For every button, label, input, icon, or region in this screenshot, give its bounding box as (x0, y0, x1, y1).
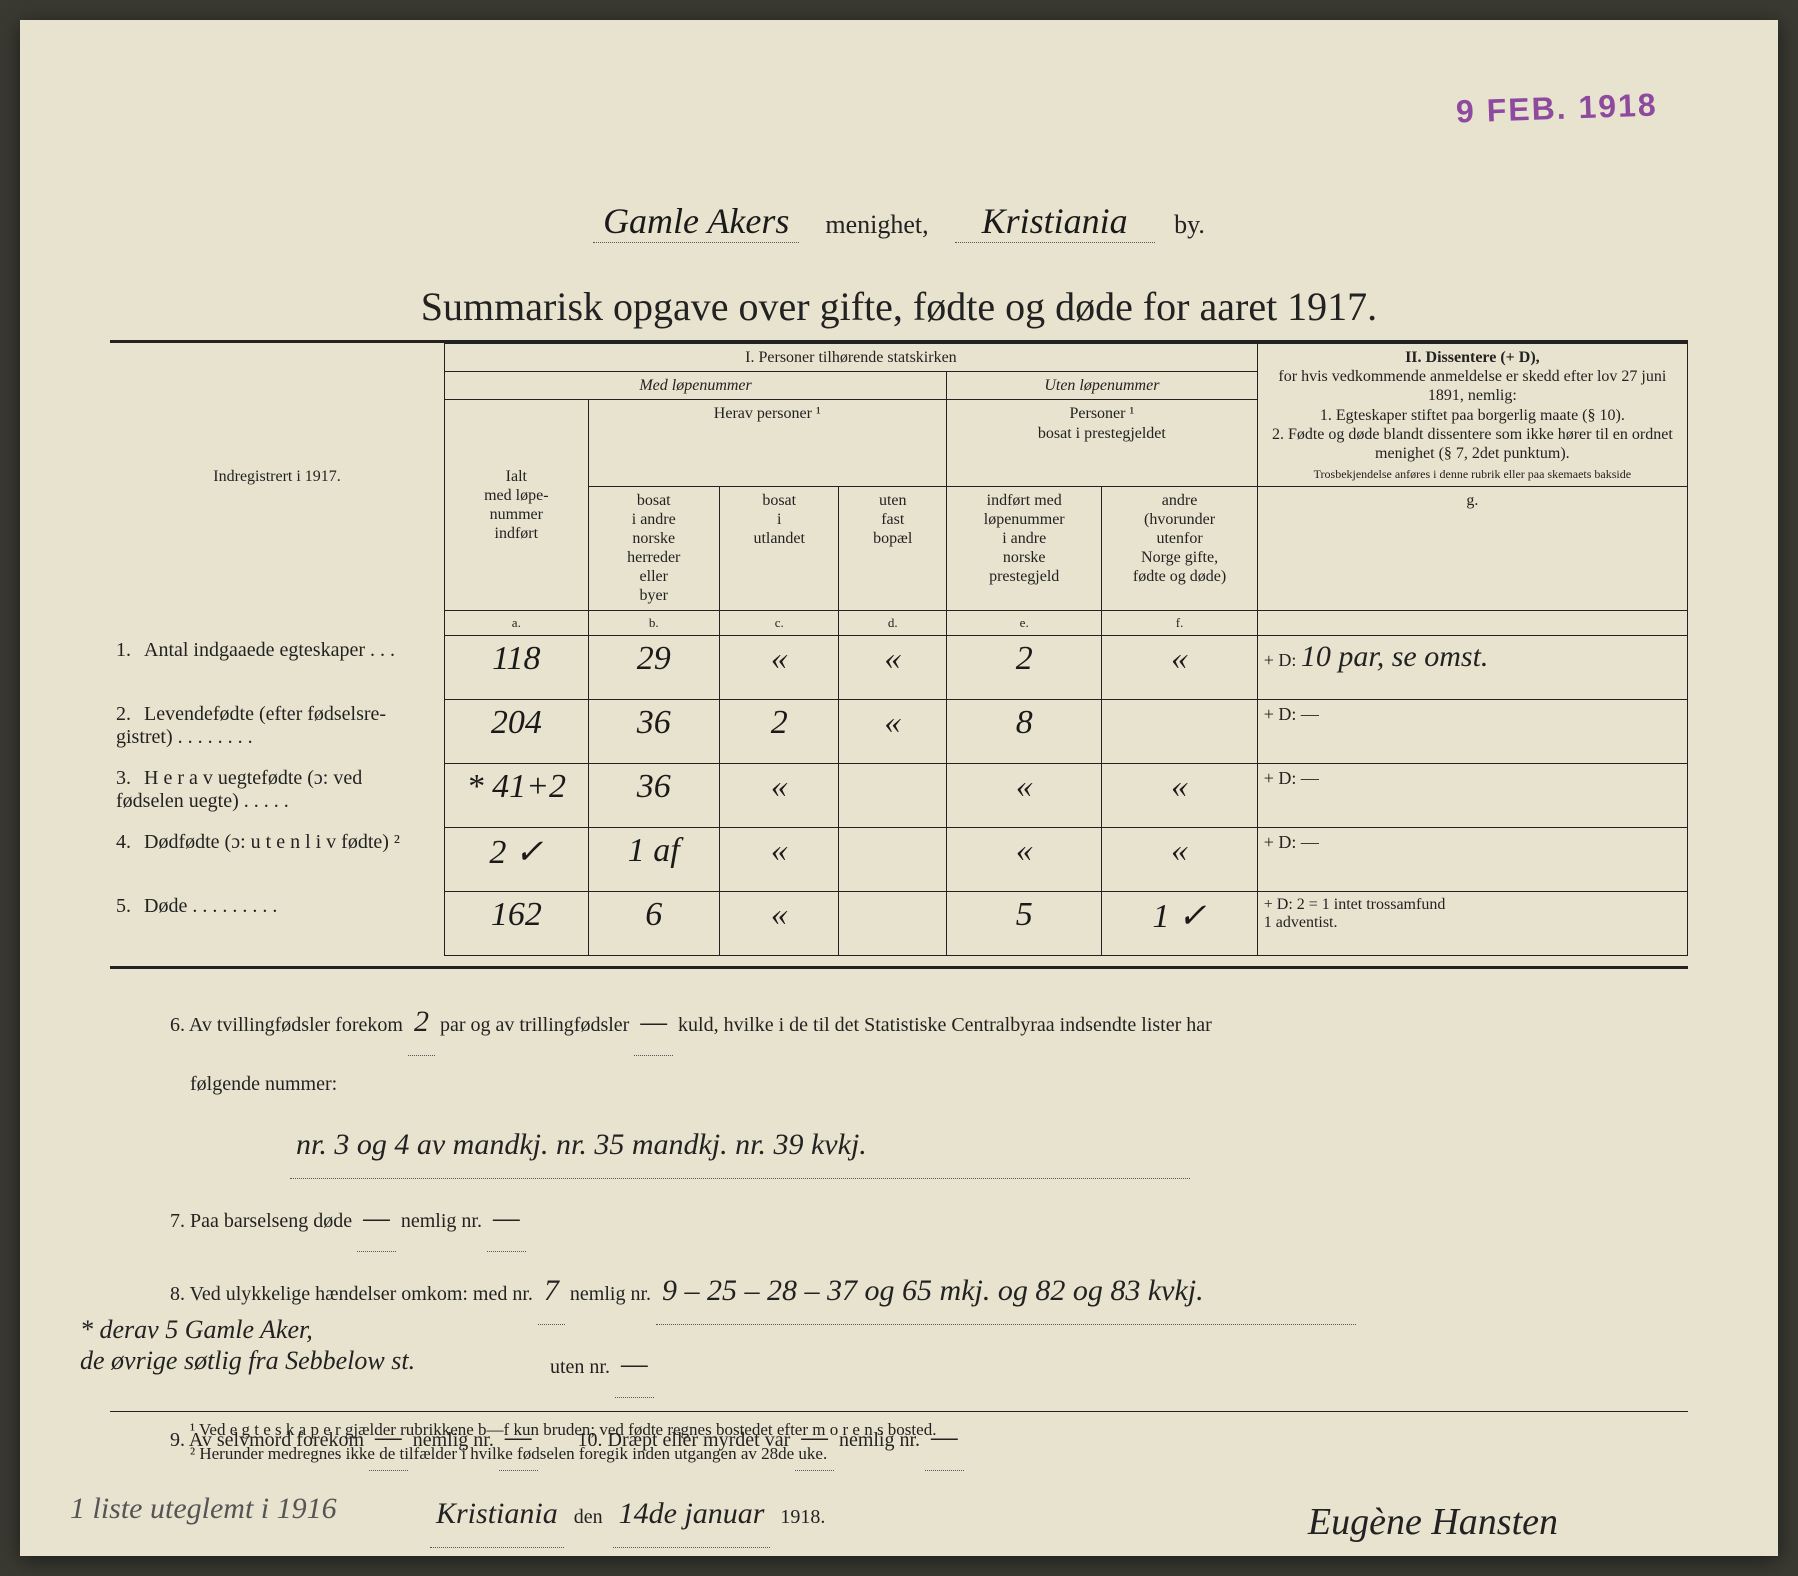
cell-c: « (719, 763, 839, 827)
header-uten-lop: Uten løpenummer (947, 372, 1258, 400)
letter-g-empty (1257, 610, 1687, 635)
cell-e: « (947, 763, 1102, 827)
page-title: Summarisk opgave over gifte, fødte og dø… (110, 283, 1688, 330)
line-6b: følgende nummer: (170, 1062, 1658, 1106)
city-name: Kristiania (955, 200, 1155, 243)
header-indregistrert: Indregistrert i 1917. (110, 344, 445, 611)
summary-table: Indregistrert i 1917. I. Personer tilhør… (110, 343, 1688, 956)
rule-bottom (110, 966, 1688, 969)
header-col-d: uten fast bopæl (839, 486, 947, 610)
cell-b: 29 (588, 635, 719, 699)
letter-b: b. (588, 610, 719, 635)
header-col-b: bosat i andre norske herreder eller byer (588, 486, 719, 610)
letter-f: f. (1102, 610, 1257, 635)
by-label: by. (1174, 210, 1205, 239)
row-label: 3.H e r a v uegtefødte (ɔ: ved fødselen … (110, 763, 445, 827)
header-section2: II. Dissentere (+ D), for hvis vedkommen… (1257, 344, 1687, 487)
table-row: 3.H e r a v uegtefødte (ɔ: ved fødselen … (110, 763, 1688, 827)
cell-g: + D: — (1257, 763, 1687, 827)
cell-d (839, 763, 947, 827)
cell-f: « (1102, 635, 1257, 699)
cell-d: « (839, 699, 947, 763)
cell-a: 204 (445, 699, 588, 763)
lower-block: 6. Av tvillingfødsler forekom 2 par og a… (110, 989, 1688, 1565)
header-ialt: Ialt med løpe- nummer indført (445, 400, 588, 610)
cell-d: « (839, 635, 947, 699)
bottom-scrawl: 1 liste uteglemt i 1916 (70, 1492, 337, 1526)
triplets-count: — (634, 989, 673, 1056)
cell-f: 1 ✓ (1102, 891, 1257, 955)
cell-a: 118 (445, 635, 588, 699)
cell-a: * 41+2 (445, 763, 588, 827)
letter-c: c. (719, 610, 839, 635)
header-herav: Herav personer ¹ (588, 400, 947, 486)
cell-g: + D: 2 = 1 intet trossamfund 1 adventist… (1257, 891, 1687, 955)
row-label: 2.Levendefødte (efter fødselsre- gistret… (110, 699, 445, 763)
header-col-g-letter: g. (1257, 486, 1687, 610)
header-section1: I. Personer tilhørende statskirken (445, 344, 1258, 372)
footnote-rule (110, 1411, 1688, 1412)
cell-e: « (947, 827, 1102, 891)
letter-a: a. (445, 610, 588, 635)
line-6-nums: nr. 3 og 4 av mandkj. nr. 35 mandkj. nr.… (170, 1112, 1658, 1179)
cell-f: « (1102, 827, 1257, 891)
cell-g: + D: — (1257, 827, 1687, 891)
date: 14de januar (613, 1481, 771, 1548)
cell-d (839, 827, 947, 891)
table-row: 2.Levendefødte (efter fødselsre- gistret… (110, 699, 1688, 763)
margin-note: * derav 5 Gamle Aker, de øvrige søtlig f… (80, 1314, 415, 1376)
line-6: 6. Av tvillingfødsler forekom 2 par og a… (170, 989, 1658, 1056)
cell-a: 2 ✓ (445, 827, 588, 891)
signature: Eugène Hansten (1308, 1481, 1558, 1565)
cell-g: + D: 10 par, se omst. (1257, 635, 1687, 699)
footnote-2: ² Herunder medregnes ikke de tilfælder i… (190, 1442, 1688, 1466)
footnotes: ¹ Ved e g t e s k a p e r gjælder rubrik… (110, 1418, 1688, 1466)
letter-d: d. (839, 610, 947, 635)
cell-e: 8 (947, 699, 1102, 763)
date-stamp: 9 FEB. 1918 (1456, 86, 1659, 130)
cell-c: « (719, 827, 839, 891)
table-row: 5.Døde . . . . . . . . . 162 6 « 5 1 ✓ +… (110, 891, 1688, 955)
header-col-e: indført med løpenummer i andre norske pr… (947, 486, 1102, 610)
cell-c: 2 (719, 699, 839, 763)
cell-f (1102, 699, 1257, 763)
section2-body: for hvis vedkommende anmeldelse er skedd… (1264, 367, 1681, 463)
parish-name: Gamle Akers (593, 200, 799, 243)
cell-g: + D: — (1257, 699, 1687, 763)
cell-d (839, 891, 947, 955)
twins-count: 2 (408, 989, 435, 1056)
section2-small: Trosbekjendelse anføres i denne rubrik e… (1264, 467, 1681, 481)
cell-a: 162 (445, 891, 588, 955)
row-label: 4.Dødfødte (ɔ: u t e n l i v fødte) ² (110, 827, 445, 891)
table-row: 4.Dødfødte (ɔ: u t e n l i v fødte) ² 2 … (110, 827, 1688, 891)
header-col-c: bosat i utlandet (719, 486, 839, 610)
cell-e: 5 (947, 891, 1102, 955)
header-line: Gamle Akers menighet, Kristiania by. (110, 200, 1688, 243)
document-page: 9 FEB. 1918 Gamle Akers menighet, Kristi… (20, 20, 1778, 1556)
row-label: 1.Antal indgaaede egteskaper . . . (110, 635, 445, 699)
signature-row: Kristiania den 14de januar 1918. Eugène … (170, 1481, 1658, 1565)
cell-b: 36 (588, 763, 719, 827)
place: Kristiania (430, 1481, 564, 1548)
cell-f: « (1102, 763, 1257, 827)
cell-c: « (719, 635, 839, 699)
row-label: 5.Døde . . . . . . . . . (110, 891, 445, 955)
footnote-1: ¹ Ved e g t e s k a p e r gjælder rubrik… (190, 1418, 1688, 1442)
header-med-lop: Med løpenummer (445, 372, 947, 400)
cell-b: 1 af (588, 827, 719, 891)
letter-e: e. (947, 610, 1102, 635)
letters-row-blank (110, 610, 445, 635)
menighet-label: menighet, (825, 210, 928, 239)
header-col-f: andre (hvorunder utenfor Norge gifte, fø… (1102, 486, 1257, 610)
cell-b: 6 (588, 891, 719, 955)
table-row: 1.Antal indgaaede egteskaper . . . 118 2… (110, 635, 1688, 699)
line-7: 7. Paa barselseng døde — nemlig nr. — (170, 1185, 1658, 1252)
cell-e: 2 (947, 635, 1102, 699)
cell-c: « (719, 891, 839, 955)
footnote-area: ¹ Ved e g t e s k a p e r gjælder rubrik… (110, 1411, 1688, 1466)
cell-b: 36 (588, 699, 719, 763)
section2-title: II. Dissentere (+ D), (1264, 348, 1681, 367)
header-personer-bosat: Personer ¹ bosat i prestegjeldet (947, 400, 1258, 486)
